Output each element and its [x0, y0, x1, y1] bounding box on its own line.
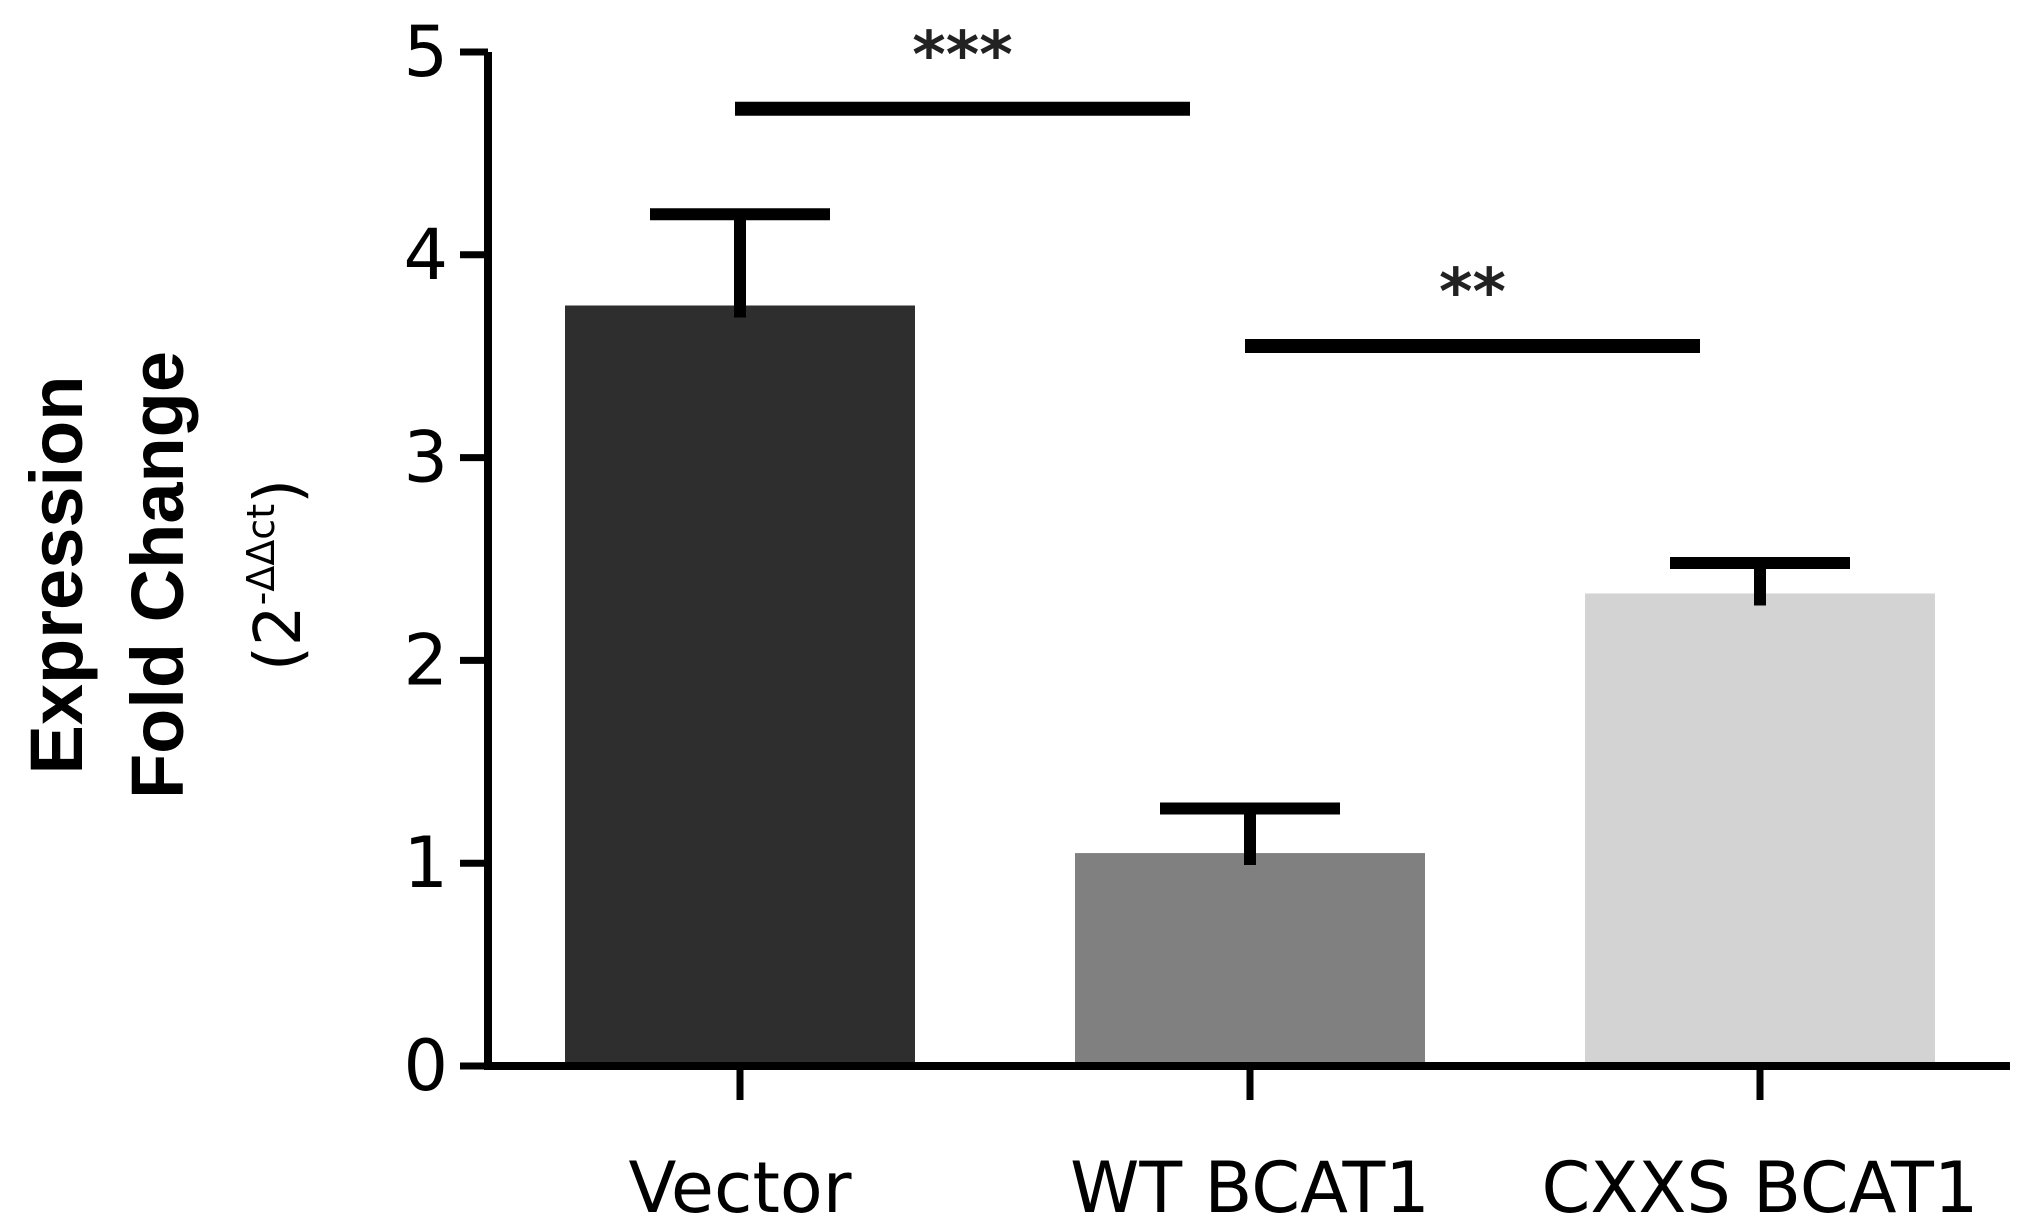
x-category-label-0: Vector — [628, 1147, 851, 1227]
y-axis-label-line2: Fold Change — [116, 351, 199, 799]
y-tick-label-1: 1 — [403, 822, 448, 904]
bars — [565, 305, 1935, 1066]
x-category-label-1: WT BCAT1 — [1070, 1147, 1430, 1227]
y-tick-label-4: 4 — [403, 214, 448, 296]
y-axis-label-line3: (2-ΔΔct) — [239, 479, 316, 671]
y-axis-unit-suffix: ) — [242, 479, 316, 504]
error-bars — [650, 208, 1850, 866]
y-tick-label-5: 5 — [403, 11, 448, 93]
y-axis-label-line1: Expression — [15, 376, 98, 775]
x-category-label-2: CXXS BCAT1 — [1542, 1147, 1979, 1227]
y-axis-ticks: 0 1 2 3 4 5 — [403, 11, 488, 1107]
y-tick-label-2: 2 — [403, 619, 448, 701]
bar-1 — [1075, 853, 1425, 1066]
y-axis-unit-superscript: -ΔΔct — [239, 504, 283, 606]
bar-0 — [565, 305, 915, 1066]
x-axis-categories: Vector WT BCAT1 CXXS BCAT1 — [628, 1066, 1979, 1229]
bar-2 — [1585, 593, 1935, 1066]
y-axis-label: Expression Fold Change (2-ΔΔct) — [15, 351, 316, 799]
y-tick-label-3: 3 — [403, 417, 448, 499]
significance-label-0: *** — [912, 19, 1012, 93]
significance-annotations: ***** — [735, 19, 1700, 354]
significance-label-1: ** — [1439, 256, 1506, 330]
y-tick-label-0: 0 — [403, 1025, 448, 1107]
y-axis-unit-prefix: (2 — [242, 605, 316, 671]
